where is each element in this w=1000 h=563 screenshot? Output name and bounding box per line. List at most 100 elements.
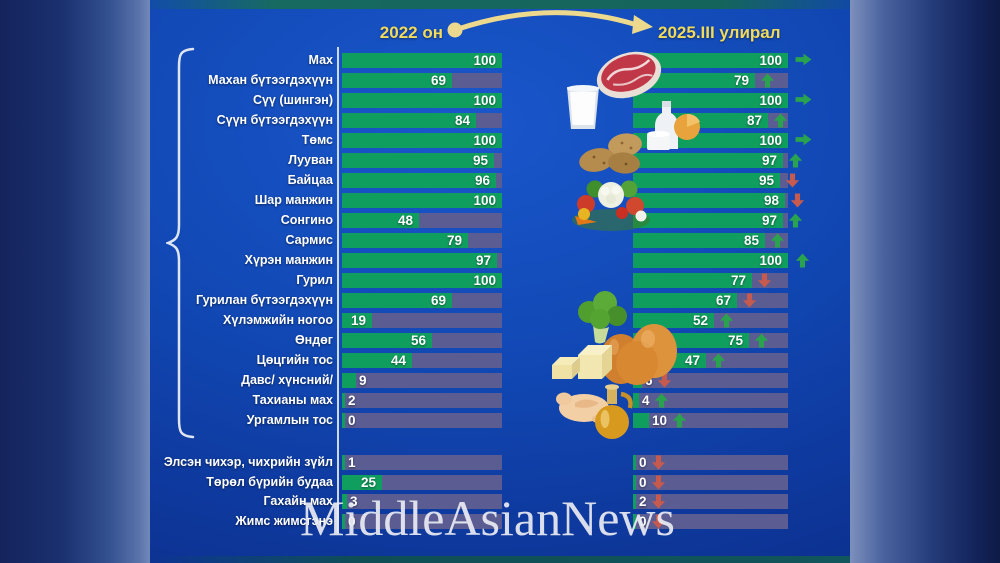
bar-2022: 100 (342, 133, 502, 148)
category-label: Давс/ хүнсний/ (241, 373, 333, 387)
trend-up-icon (795, 253, 810, 270)
trend-down-icon (651, 455, 666, 472)
bar-2025: 77 (633, 273, 788, 288)
trend-down-icon (651, 494, 666, 511)
bar-value: 69 (430, 293, 446, 308)
axis-line-2022 (337, 47, 339, 533)
butter-icon (552, 345, 612, 379)
category-label: Сонгино (280, 213, 333, 227)
bar-value: 100 (759, 253, 782, 268)
trend-same-icon (795, 93, 812, 109)
bar-fill (633, 53, 788, 68)
bar-value: 87 (746, 113, 762, 128)
bar-value: 84 (454, 113, 470, 128)
trend-down-icon (651, 514, 666, 531)
category-label: Махан бүтээгдэхүүн (208, 73, 333, 87)
bar-value: 56 (410, 333, 426, 348)
bar-value: 0 (639, 455, 647, 470)
bar-2025: 0 (633, 513, 788, 531)
bar-2022: 84 (342, 113, 502, 128)
bar-fill (342, 253, 497, 268)
bar-fill (342, 193, 502, 208)
beef-icon (596, 51, 662, 99)
bar-value: 2 (348, 393, 356, 408)
bar-2022: 0 (342, 413, 502, 428)
bar-fill (342, 373, 356, 388)
bar-fill (342, 455, 345, 470)
bar-2022: 1 (342, 455, 502, 470)
bar-2022: 48 (342, 213, 502, 228)
cooking-oil-icon (595, 384, 633, 439)
series-label-2022: 2022 он (379, 23, 443, 42)
bar-value: 69 (430, 73, 446, 88)
bar-2022: 69 (342, 73, 502, 88)
bar-value: 75 (727, 333, 743, 348)
trend-up-icon (760, 73, 775, 90)
bar-value: 2 (639, 494, 647, 509)
bar-value: 0 (639, 474, 647, 490)
bar-value: 79 (446, 233, 462, 248)
bar-2025: 85 (633, 233, 788, 248)
bar-fill (633, 455, 636, 470)
trend-up-icon (654, 393, 669, 410)
bar-value: 9 (359, 373, 367, 388)
bar-value: 79 (733, 73, 749, 88)
bar-value: 25 (360, 474, 376, 490)
bar-fill (342, 474, 382, 490)
bar-2025: 2 (633, 494, 788, 509)
bar-fill (342, 393, 345, 408)
bar-2025: 4 (633, 393, 788, 408)
bar-2025: 100 (633, 93, 812, 108)
bar-fill (342, 273, 502, 288)
bar-fill (342, 353, 412, 368)
category-label: Сүүн бүтээгдэхүүн (216, 113, 333, 127)
bar-2025: 98 (633, 193, 805, 208)
bar-fill (633, 293, 737, 308)
bar-value: 19 (350, 313, 366, 328)
bar-2022: 100 (342, 53, 502, 68)
bar-2025: 67 (633, 293, 788, 308)
trend-up-icon (754, 333, 769, 350)
bar-value: 0 (639, 513, 647, 529)
category-label: Ургамлын тос (246, 413, 333, 427)
watermark: MiddleAsianNews (300, 490, 675, 546)
bar-fill (342, 233, 468, 248)
trend-down-icon (785, 173, 800, 190)
bar-fill (633, 173, 780, 188)
series-label-2025: 2025.III улирал (658, 23, 781, 42)
milk-glass-icon (567, 85, 599, 129)
bar-fill (342, 113, 476, 128)
bar-fill (633, 253, 788, 268)
bar-2025: 0 (633, 455, 788, 470)
category-label: Элсэн чихэр, чихрийн зүйл (163, 455, 333, 469)
bar-value: 100 (473, 53, 496, 68)
bar-value: 97 (761, 153, 777, 168)
bar-value: 67 (715, 293, 731, 308)
bar-fill (342, 333, 432, 348)
bar-2025: 97 (633, 153, 803, 168)
bar-2022: 95 (342, 153, 502, 168)
category-label: Төрөл бүрийн будаа (206, 474, 333, 489)
bar-fill (342, 153, 494, 168)
bar-fill (342, 293, 452, 308)
bar-fill (342, 313, 372, 328)
category-label: Тахианы мах (252, 393, 333, 407)
bar-value: 100 (473, 93, 496, 108)
bar-fill (342, 413, 345, 428)
bar-value: 100 (473, 133, 496, 148)
bar-fill (633, 474, 636, 490)
bar-value: 95 (472, 153, 488, 168)
trend-down-icon (790, 193, 805, 210)
bar-2022: 56 (342, 333, 502, 348)
bar-value: 97 (475, 253, 491, 268)
bar-value: 97 (761, 213, 777, 228)
dairy-products-icon (647, 101, 700, 150)
bar-value: 77 (730, 273, 746, 288)
bar-fill (633, 73, 755, 88)
bar-2022: 69 (342, 293, 502, 308)
bar-fill (342, 73, 452, 88)
bar-2022: 9 (342, 373, 502, 388)
trend-same-icon (795, 133, 812, 149)
bar-value: 98 (763, 193, 779, 208)
